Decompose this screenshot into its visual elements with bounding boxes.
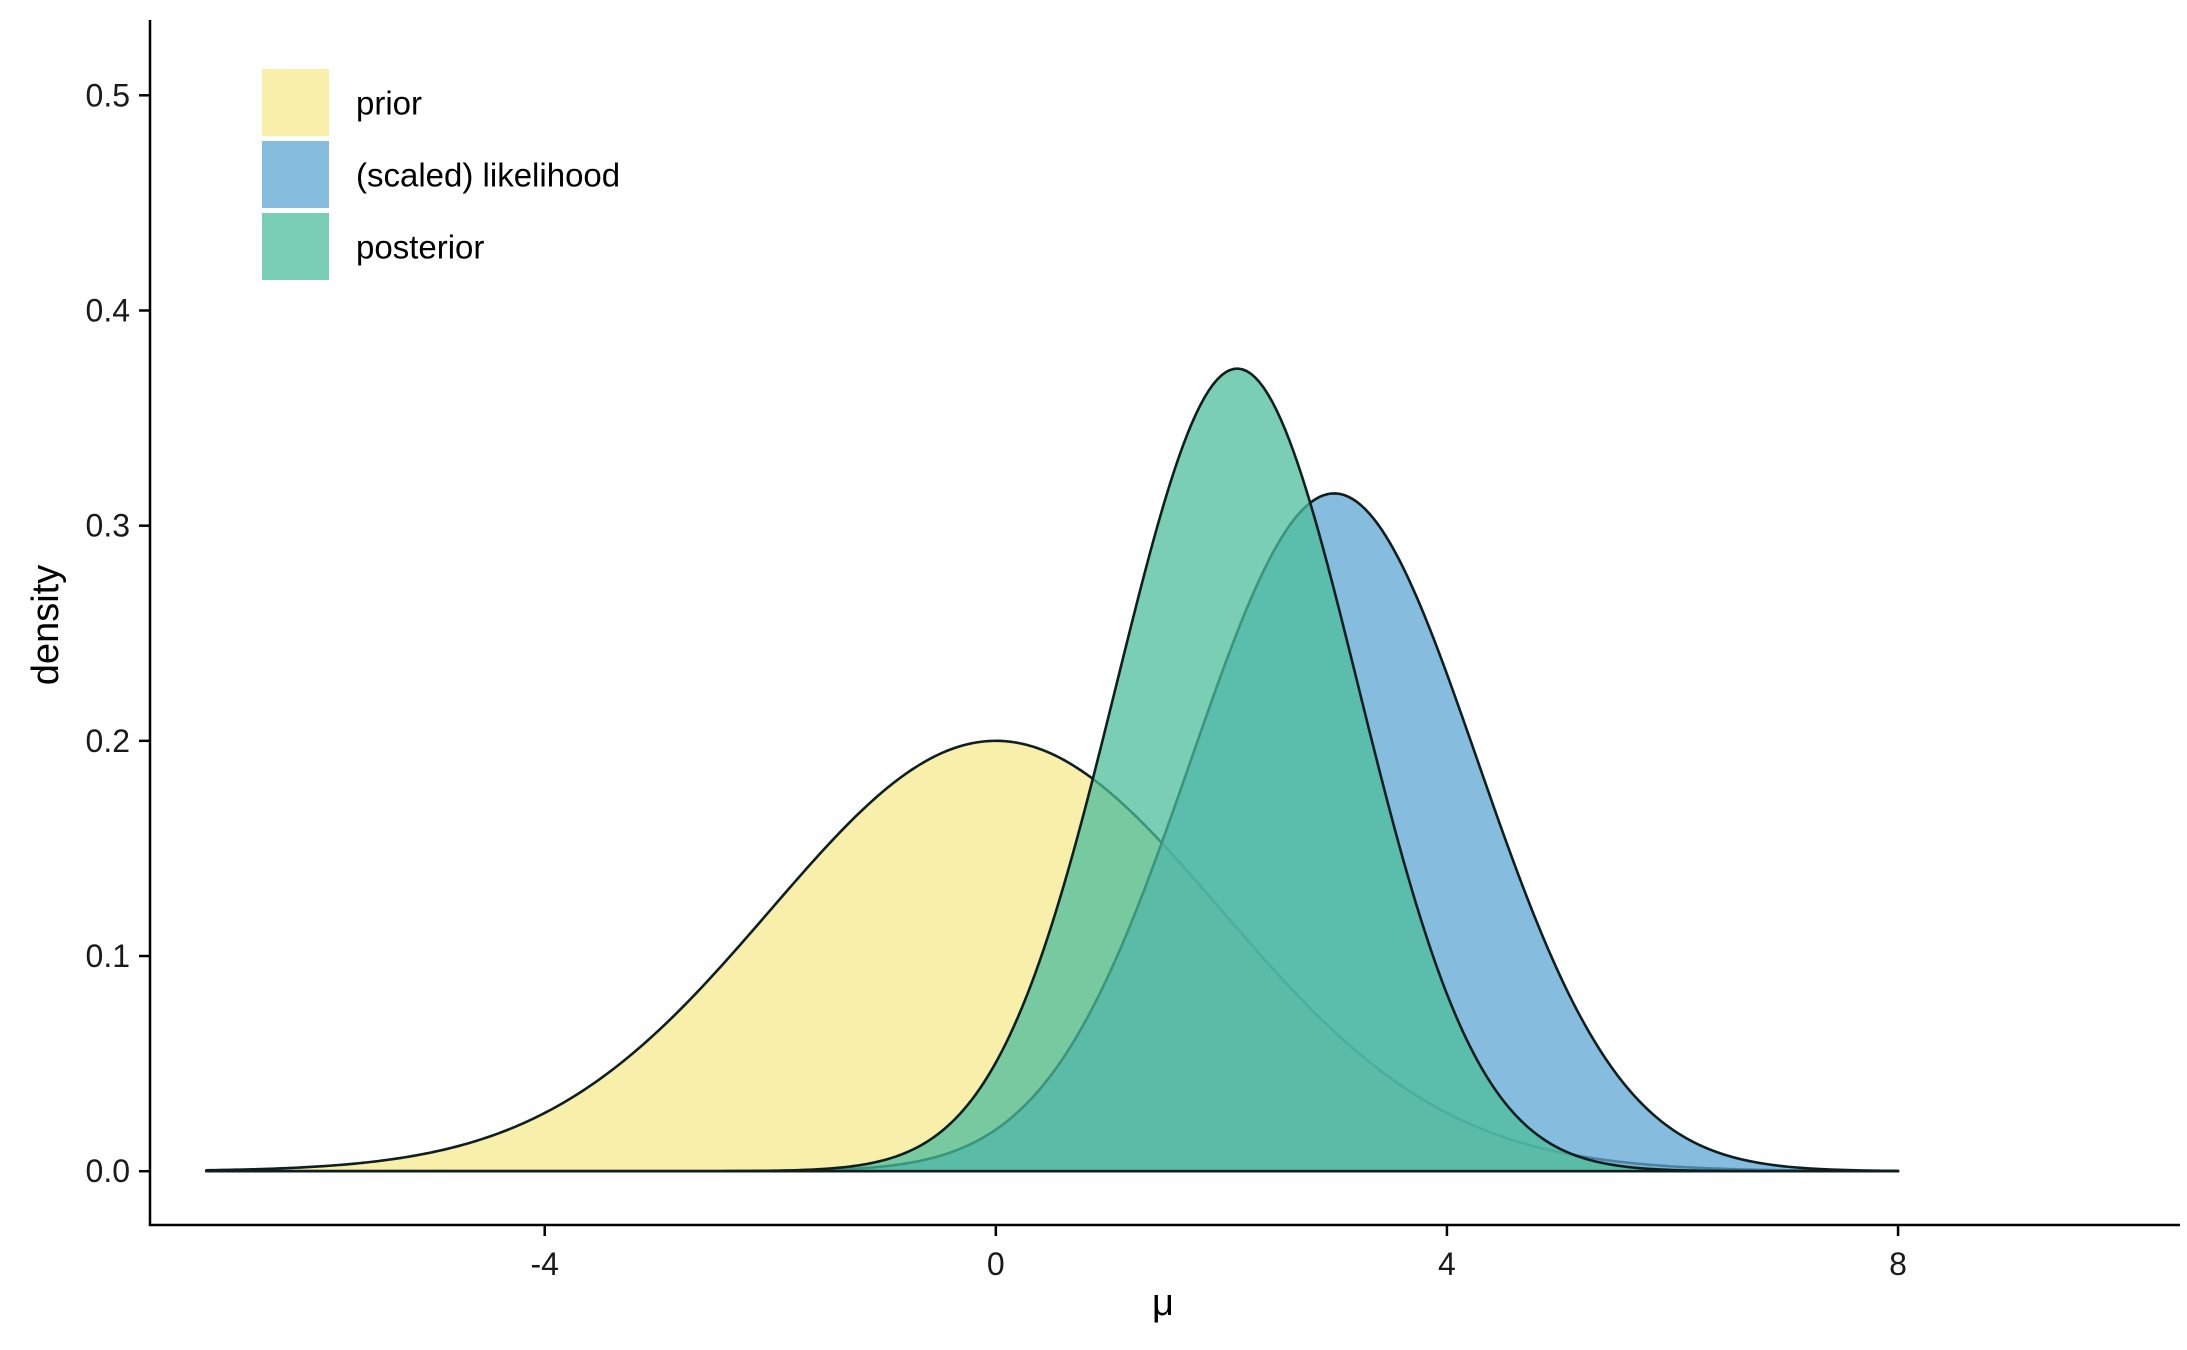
x-axis-title: μ: [1152, 1282, 1174, 1324]
y-tick-label: 0.5: [86, 77, 130, 113]
y-ticks: 0.0 0.1 0.2 0.3 0.4 0.5: [86, 77, 150, 1189]
y-tick-label: 0.4: [86, 292, 130, 328]
legend: prior (scaled) likelihood posterior: [262, 69, 620, 280]
legend-label-1: (scaled) likelihood: [356, 157, 620, 194]
legend-key-1: [262, 141, 329, 208]
density-area-2: [205, 367, 1900, 1173]
legend-label-0: prior: [356, 85, 422, 122]
y-tick-label: 0.3: [86, 508, 130, 544]
legend-key-2: [262, 213, 329, 280]
x-tick-label: 0: [987, 1246, 1005, 1282]
legend-key-0: [262, 69, 329, 136]
axes: [148, 20, 2180, 1227]
y-axis-title: density: [25, 565, 67, 685]
x-tick-label: 8: [1889, 1246, 1907, 1282]
x-tick-label: -4: [530, 1246, 558, 1282]
x-ticks: -4 0 4 8: [530, 1225, 1907, 1282]
density-areas: [205, 367, 1900, 1173]
x-tick-label: 4: [1438, 1246, 1456, 1282]
y-tick-label: 0.2: [86, 723, 130, 759]
y-tick-label: 0.1: [86, 938, 130, 974]
y-tick-label: 0.0: [86, 1153, 130, 1189]
legend-label-2: posterior: [356, 229, 484, 266]
